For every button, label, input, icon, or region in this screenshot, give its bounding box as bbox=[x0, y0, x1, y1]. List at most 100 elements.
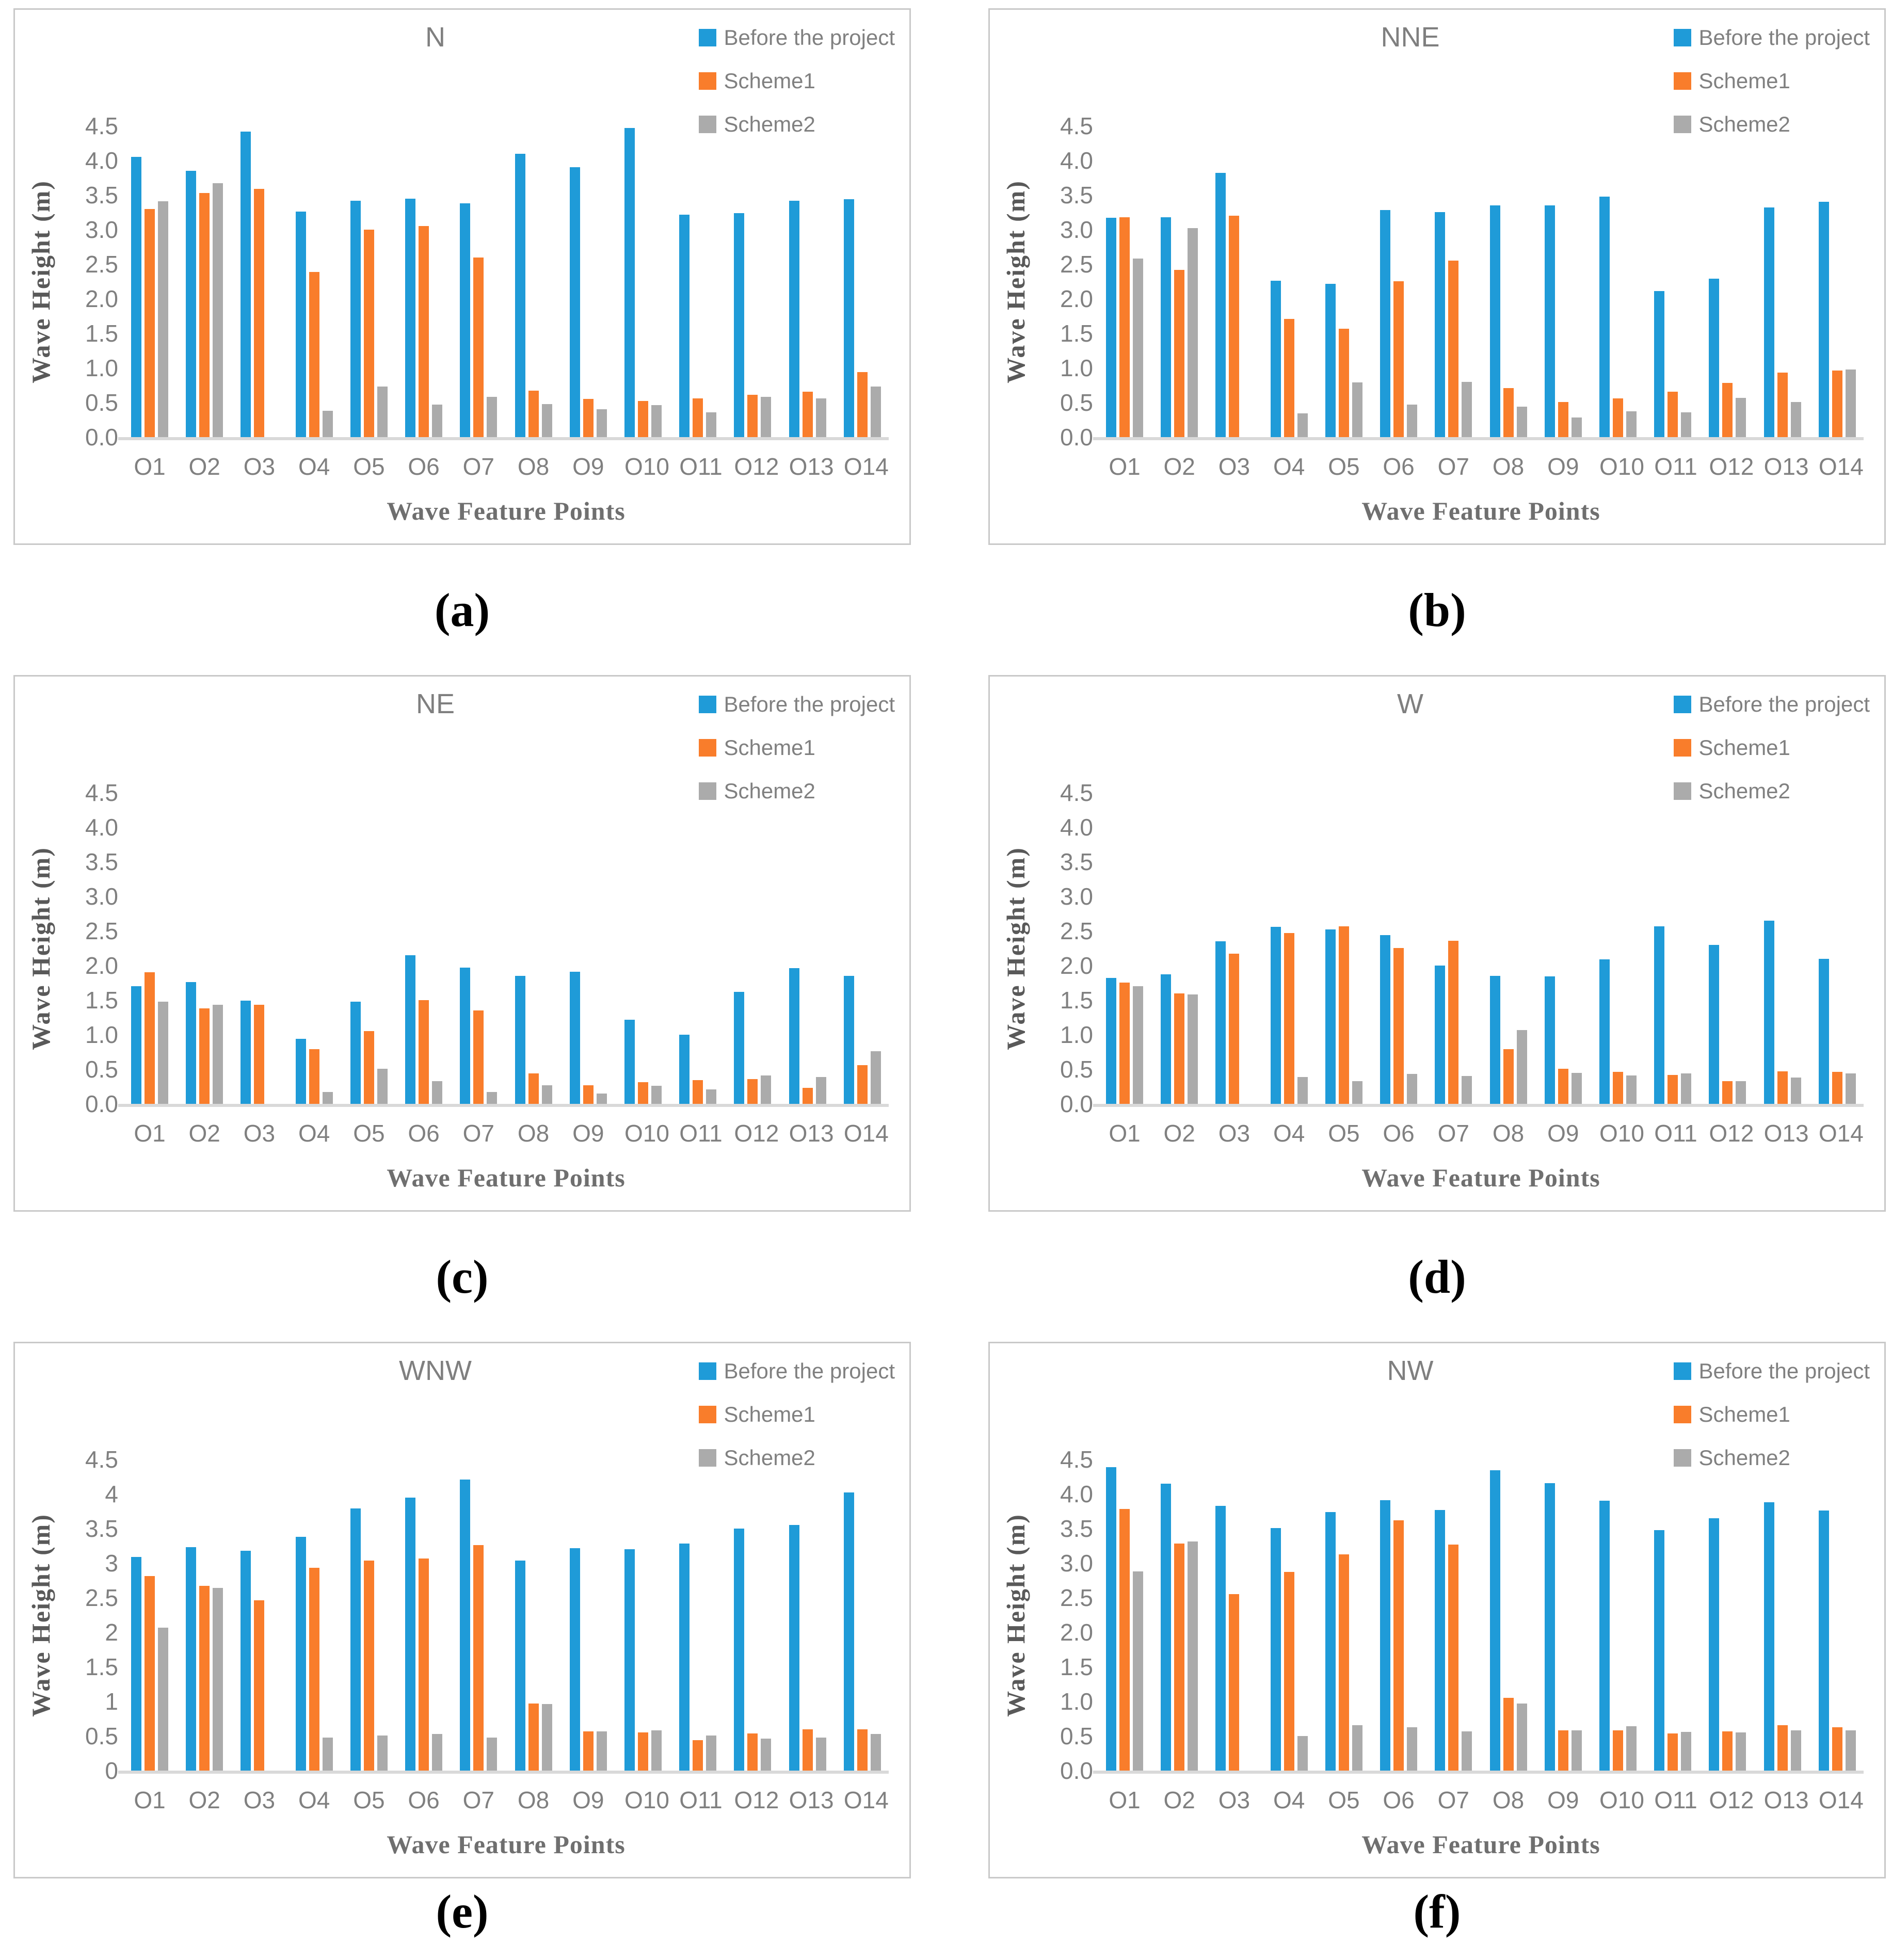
y-axis-title: Wave Height (m) bbox=[26, 1513, 56, 1717]
bar-series1-O8 bbox=[528, 1073, 539, 1104]
x-tick-label: O3 bbox=[1218, 1120, 1250, 1147]
chart-cell: N Before the project Scheme1 Scheme2 Wave … bbox=[13, 8, 911, 675]
bar-series1-O12 bbox=[747, 1733, 758, 1771]
x-axis-ticks: O1 O2 O3 O4 O5 O6 O7 O8 O9 O10 O11 O12 O13 O14 bbox=[126, 1786, 888, 1814]
x-tick-label: O3 bbox=[243, 1120, 276, 1147]
bar-group-O4 bbox=[1270, 1528, 1308, 1771]
bar-series2-O11 bbox=[1681, 412, 1692, 437]
bar-series1-O11 bbox=[693, 1740, 703, 1771]
y-tick-label: 4.5 bbox=[1060, 113, 1093, 139]
bar-series0-O5 bbox=[1325, 284, 1336, 437]
bar-series0-O3 bbox=[1215, 173, 1226, 437]
legend-swatch-icon bbox=[1674, 72, 1692, 90]
legend-label: Scheme1 bbox=[724, 1402, 815, 1426]
bar-group-O13 bbox=[789, 201, 826, 437]
bar-series2-O5 bbox=[1352, 1081, 1362, 1104]
bar-series1-O12 bbox=[1722, 1081, 1733, 1104]
bar-group-O10 bbox=[624, 1549, 662, 1771]
y-axis-ticks: 0.0 0.5 1.0 1.5 2.0 2.5 3.0 3.5 4.0 4.5 bbox=[67, 781, 118, 1116]
bar-group-O3 bbox=[240, 1001, 278, 1104]
bar-series2-O11 bbox=[706, 1736, 717, 1771]
bar-series0-O8 bbox=[515, 154, 525, 437]
x-tick-label: O9 bbox=[1547, 1120, 1579, 1147]
y-tick-label: 2.5 bbox=[1060, 1584, 1093, 1611]
bar-group-O13 bbox=[789, 1525, 826, 1771]
x-tick-label: O10 bbox=[624, 453, 669, 480]
bar-series2-O2 bbox=[213, 183, 223, 437]
bar-series1-O3 bbox=[1229, 1594, 1240, 1771]
x-axis-line bbox=[1093, 1104, 1864, 1107]
x-tick-label: O5 bbox=[353, 453, 385, 480]
y-tick-label: 0.0 bbox=[85, 1090, 118, 1117]
bar-group-O12 bbox=[1709, 1518, 1746, 1771]
bar-series0-O10 bbox=[624, 1020, 635, 1104]
bar-series1-O14 bbox=[1832, 1727, 1842, 1771]
x-tick-label: O11 bbox=[679, 1120, 723, 1147]
bar-series2-O2 bbox=[1188, 1541, 1198, 1771]
y-tick-label: 0.0 bbox=[85, 424, 118, 451]
bar-group-O5 bbox=[350, 201, 388, 437]
bar-series1-O4 bbox=[1284, 1572, 1294, 1771]
legend-label: Scheme1 bbox=[724, 69, 815, 93]
bar-group-O11 bbox=[679, 1544, 717, 1771]
bar-group-O10 bbox=[1599, 197, 1637, 437]
bar-series2-O12 bbox=[761, 397, 772, 437]
legend-swatch-icon bbox=[699, 782, 717, 800]
bar-series0-O12 bbox=[1709, 1518, 1720, 1771]
legend-item: Scheme2 bbox=[699, 112, 895, 137]
x-tick-label: O11 bbox=[679, 1787, 723, 1813]
y-tick-label: 2.0 bbox=[1060, 1619, 1093, 1646]
legend-swatch-icon bbox=[1674, 739, 1692, 757]
bar-series1-O12 bbox=[1722, 1731, 1733, 1771]
bar-series1-O8 bbox=[528, 1704, 539, 1771]
x-tick-label: O12 bbox=[1709, 1120, 1754, 1147]
legend-label: Before the project bbox=[1698, 1359, 1870, 1383]
x-tick-label: O14 bbox=[843, 1120, 889, 1147]
legend-swatch-icon bbox=[699, 1362, 717, 1380]
bar-series0-O11 bbox=[679, 1035, 690, 1104]
y-axis-title: Wave Height (m) bbox=[26, 846, 56, 1050]
bar-series0-O4 bbox=[295, 1537, 306, 1771]
bar-series2-O12 bbox=[761, 1739, 772, 1771]
bar-series2-O11 bbox=[1681, 1732, 1692, 1771]
legend-label: Scheme2 bbox=[1698, 112, 1790, 136]
bar-series2-O1 bbox=[158, 1002, 168, 1104]
bar-group-O8 bbox=[1489, 1470, 1527, 1771]
x-tick-label: O14 bbox=[843, 453, 889, 480]
bar-group-O3 bbox=[1215, 173, 1253, 437]
bar-group-O4 bbox=[1270, 281, 1308, 437]
bar-series0-O9 bbox=[1544, 205, 1555, 437]
bar-group-O13 bbox=[1763, 1502, 1801, 1771]
bar-group-O12 bbox=[734, 992, 772, 1104]
bar-series0-O2 bbox=[1161, 974, 1172, 1104]
bar-series1-O9 bbox=[1558, 1069, 1568, 1104]
bar-series2-O7 bbox=[487, 397, 498, 437]
bar-group-O9 bbox=[1544, 976, 1582, 1104]
bar-series2-O14 bbox=[870, 1734, 881, 1771]
x-tick-label: O8 bbox=[517, 1120, 550, 1147]
bar-group-O13 bbox=[1763, 921, 1801, 1104]
bar-series2-O1 bbox=[158, 201, 168, 437]
bar-group-O6 bbox=[1380, 1500, 1418, 1771]
bar-series2-O10 bbox=[1626, 1726, 1637, 1771]
bar-series1-O6 bbox=[419, 1559, 429, 1771]
bar-series0-O2 bbox=[1161, 217, 1172, 437]
x-tick-label: O6 bbox=[1383, 453, 1415, 480]
bar-series2-O7 bbox=[487, 1092, 498, 1104]
panel-caption: (e) bbox=[436, 1885, 489, 1938]
legend-label: Scheme2 bbox=[1698, 779, 1790, 803]
bar-group-O7 bbox=[1435, 941, 1472, 1104]
bar-series1-O14 bbox=[857, 1065, 868, 1104]
bar-group-O2 bbox=[1161, 217, 1198, 437]
legend-swatch-icon bbox=[699, 1449, 717, 1467]
bar-series1-O10 bbox=[637, 401, 648, 437]
bar-series0-O14 bbox=[843, 199, 854, 437]
bar-series1-O11 bbox=[1667, 1733, 1678, 1771]
plot-area bbox=[126, 126, 886, 437]
chart-panel-b: NNE Before the project Scheme1 Scheme2 Wav… bbox=[988, 8, 1886, 545]
y-tick-label: 4.5 bbox=[85, 779, 118, 806]
x-tick-label: O11 bbox=[679, 453, 723, 480]
bar-series2-O13 bbox=[815, 1738, 826, 1771]
bar-series1-O14 bbox=[857, 372, 868, 437]
y-tick-label: 2.5 bbox=[1060, 918, 1093, 944]
